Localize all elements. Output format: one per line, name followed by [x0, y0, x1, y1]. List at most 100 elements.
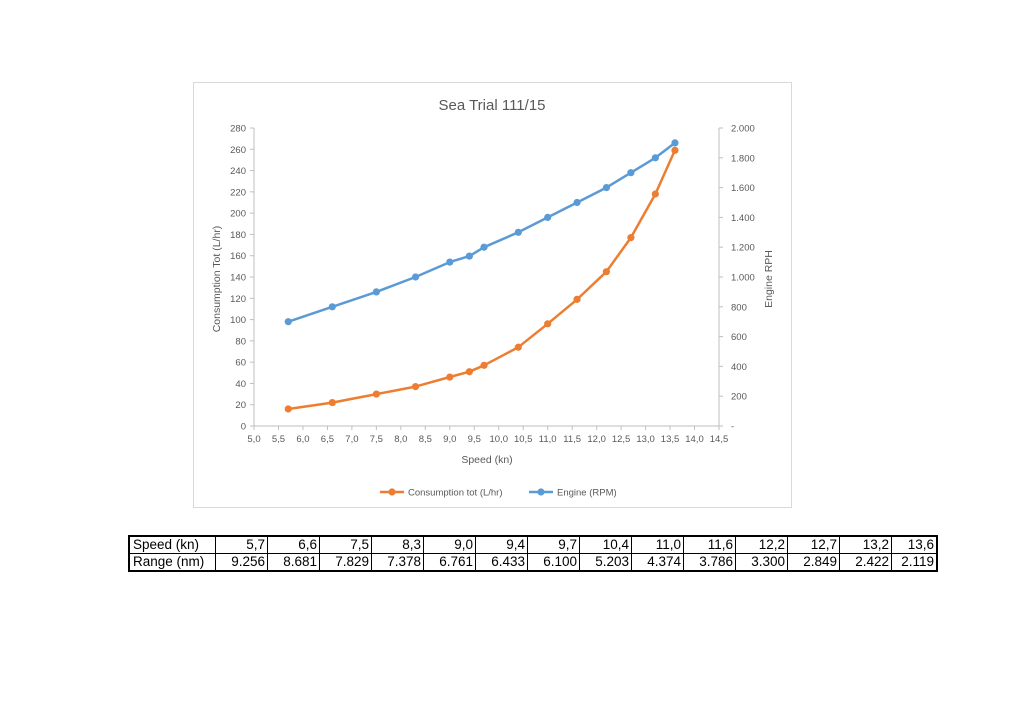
engine-rpm-point	[372, 288, 380, 296]
consumption-point	[372, 390, 380, 398]
sea-trial-chart: Sea Trial 111/15 5,0 5,5 6,0 6,5 7,0 7,5 8,0 8,…	[211, 97, 775, 499]
chart-container: Sea Trial 111/15 5,0 5,5 6,0 6,5 7,0 7,5 8,0 8,…	[193, 82, 792, 508]
table-cell: 9.256	[215, 553, 268, 571]
consumption-point	[328, 398, 336, 407]
table-cell: 4.374	[631, 553, 684, 571]
y2-tick-label: 1.200	[731, 243, 755, 254]
consumption-point	[573, 295, 581, 303]
engine-rpm-point	[284, 318, 292, 326]
y-tick-label: 40	[235, 379, 246, 390]
x-tick-label: 6,0	[296, 434, 309, 445]
x-tick-label: 13,0	[636, 434, 655, 445]
table-cell: 9,0	[423, 536, 476, 554]
x-tick-label: 7,0	[345, 434, 358, 445]
y-tick-label: 140	[230, 273, 246, 284]
consumption-point	[544, 320, 552, 328]
table-cell: 3.300	[735, 553, 788, 571]
engine-rpm-point	[446, 258, 454, 266]
engine-rpm-point	[573, 198, 581, 207]
row-header: Range (nm)	[129, 553, 216, 571]
consumption-point	[514, 343, 522, 351]
y2-tick-label: 2.000	[731, 124, 755, 135]
table-cell: 12,7	[787, 536, 840, 554]
table-cell: 7.829	[319, 553, 372, 571]
y-tick-label: 200	[230, 209, 246, 220]
y2-tick-label: 400	[731, 362, 747, 373]
table-cell: 13,6	[891, 536, 937, 554]
engine-rpm-point	[480, 243, 488, 251]
x-tick-label: 10,5	[514, 434, 533, 445]
engine-rpm-legend-label: Engine (RPM)	[557, 488, 617, 499]
y2-tick-label: -	[731, 422, 734, 433]
consumption-point	[480, 361, 488, 369]
table-cell: 9,7	[527, 536, 580, 554]
consumption-line	[288, 149, 677, 411]
y-tick-label: 100	[230, 315, 246, 326]
chart-legend: Consumption tot (L/hr) Engine (RPM)	[380, 488, 617, 499]
consumption-legend-label: Consumption tot (L/hr)	[408, 488, 503, 499]
y2-tick-label: 200	[731, 392, 747, 403]
range-row: Range (nm) 9.256 8.681 7.829 7.378 6.761 6.433…	[129, 553, 937, 571]
y-axis-label: Consumption Tot (L/hr)	[211, 226, 223, 333]
y-tick-label: 260	[230, 145, 246, 156]
table-cell: 8,3	[371, 536, 424, 554]
x-tick-label: 6,5	[321, 434, 334, 445]
consumption-point	[602, 268, 611, 276]
y2-tick-label: 1.000	[731, 273, 755, 284]
y-tick-label: 80	[235, 336, 246, 347]
x-tick-label: 13,5	[661, 434, 680, 445]
y-tick-label: 20	[235, 400, 246, 411]
x-tick-label: 11,0	[539, 434, 557, 445]
consumption-point	[671, 146, 679, 154]
x-tick-label: 5,5	[272, 434, 285, 445]
chart-title: Sea Trial 111/15	[438, 97, 545, 114]
y-tick-label: 60	[235, 358, 246, 369]
engine-rpm-point	[627, 169, 635, 177]
x-tick-label: 14,0	[685, 434, 704, 445]
engine-rpm-line	[287, 141, 676, 323]
consumption-legend-marker	[388, 488, 396, 496]
x-tick-label: 8,0	[394, 434, 407, 445]
y2-tick-label: 1.600	[731, 183, 755, 194]
consumption-point	[627, 234, 635, 242]
y-tick-label: 120	[230, 294, 246, 305]
table-cell: 2.119	[891, 553, 937, 571]
table-cell: 2.422	[839, 553, 892, 571]
x-tick-label: 12,0	[587, 434, 606, 445]
table-cell: 6.761	[423, 553, 476, 571]
y-tick-label: 280	[230, 124, 246, 135]
x-tick-label: 5,0	[247, 434, 260, 445]
consumption-point	[284, 405, 292, 413]
y2-tick-label: 600	[731, 332, 747, 343]
table-cell: 7,5	[319, 536, 372, 554]
table-cell: 3.786	[683, 553, 736, 571]
x-tick-label: 7,5	[370, 434, 383, 445]
engine-rpm-point	[671, 139, 679, 147]
consumption-point	[411, 383, 420, 391]
y-tick-label: 180	[230, 230, 246, 241]
engine-rpm-point	[465, 252, 473, 260]
table-cell: 7.378	[371, 553, 424, 571]
x-tick-label: 10,0	[489, 434, 508, 445]
speed-row: Speed (kn) 5,7 6,6 7,5 8,3 9,0 9,4 9,7 10,4 11,0 1…	[129, 536, 937, 554]
consumption-point	[465, 368, 473, 376]
x-tick-label: 8,5	[419, 434, 432, 445]
table-cell: 9,4	[475, 536, 528, 554]
y-tick-label: 0	[241, 422, 246, 433]
y-tick-label: 220	[230, 187, 246, 198]
y-tick-label: 240	[230, 166, 246, 177]
table-cell: 5.203	[579, 553, 632, 571]
x-axis-label: Speed (kn)	[461, 454, 512, 466]
table-cell: 8.681	[267, 553, 320, 571]
engine-rpm-point	[514, 228, 522, 236]
y2-tick-label: 1.400	[731, 213, 755, 224]
consumption-point	[446, 373, 454, 381]
consumption-point	[651, 190, 659, 198]
engine-rpm-point	[651, 154, 659, 162]
y2-axis-label: Engine RPH	[763, 250, 775, 308]
table-cell: 13,2	[839, 536, 892, 554]
table-cell: 11,0	[631, 536, 684, 554]
engine-rpm-legend-marker	[537, 488, 545, 496]
x-tick-label: 11,5	[563, 434, 581, 445]
x-tick-label: 12,5	[612, 434, 631, 445]
